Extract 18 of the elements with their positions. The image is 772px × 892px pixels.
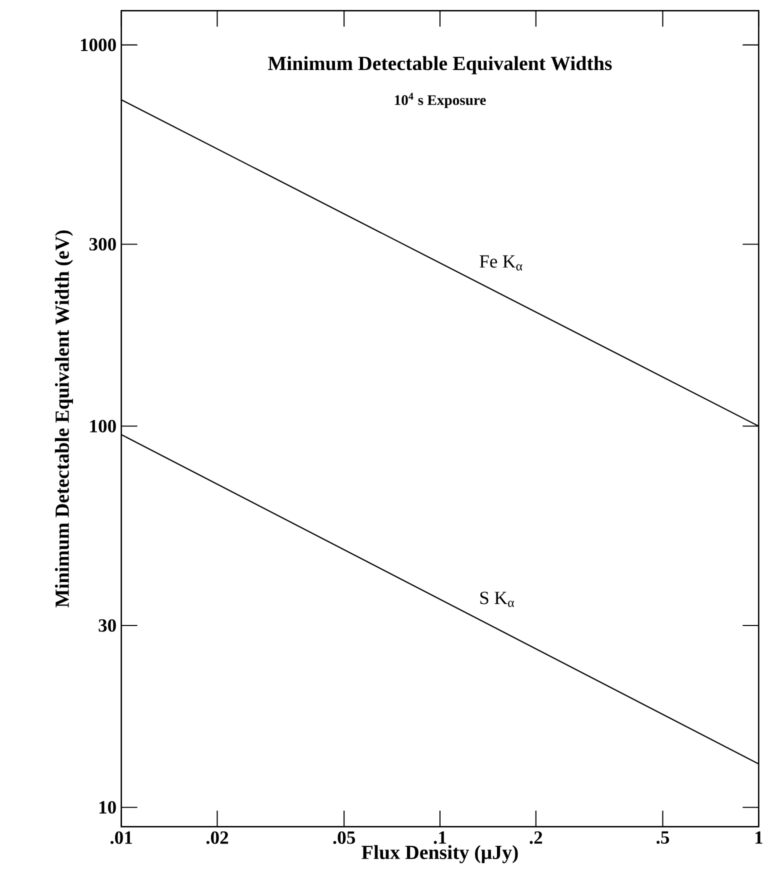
x-tick-label: .5	[656, 831, 670, 844]
x-tick-label: 1	[756, 831, 762, 844]
x-axis-title: Flux Density (μJy)	[362, 845, 518, 864]
x-tick-label: .1	[434, 831, 446, 844]
series-label: Fe K$_{α}$	[480, 255, 522, 271]
text: 10$^{4}$ s Exposure	[394, 92, 486, 108]
y-tick-label: 1000	[80, 38, 116, 52]
x-tick-label: .2	[530, 831, 542, 844]
y-axis-title: Minimum Detectable Equivalent Width (eV)	[54, 230, 73, 608]
text: Minimum Detectable Equivalent Widths	[268, 56, 612, 74]
y-tick-label: 10	[100, 801, 116, 814]
x-tick-label: .05	[333, 831, 356, 844]
series-label: S K$_{α}$	[480, 592, 514, 608]
x-tick-label: .01	[110, 831, 132, 844]
x-tick-label: .02	[206, 831, 228, 844]
y-tick-label: 100	[90, 420, 116, 432]
y-tick-label: 300	[89, 238, 116, 251]
y-tick-label: 30	[98, 619, 116, 632]
